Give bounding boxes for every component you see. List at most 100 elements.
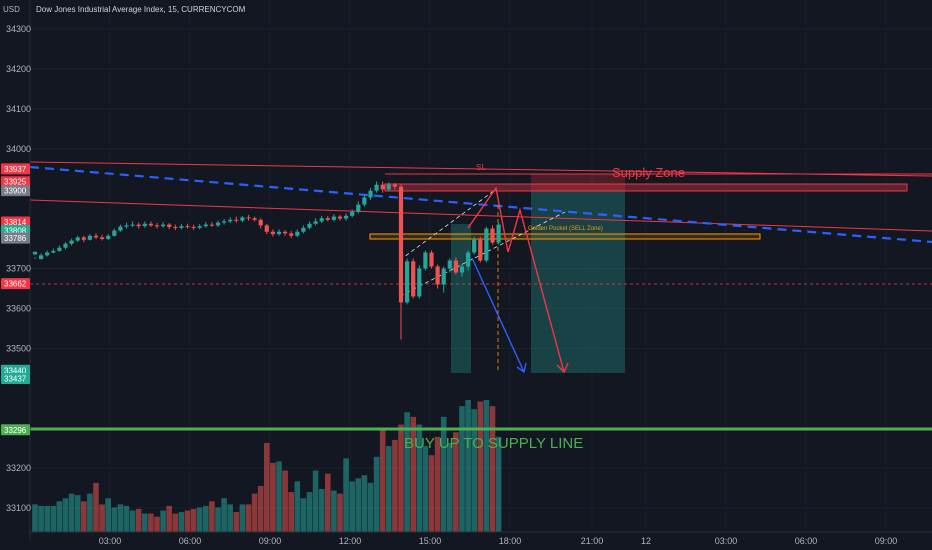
price-tag xyxy=(1,372,30,384)
volume-bar xyxy=(135,508,142,532)
projection-box-large xyxy=(531,190,625,373)
price-tag xyxy=(1,278,30,290)
candle-body xyxy=(167,224,172,227)
channel-line-lower xyxy=(399,211,566,297)
candle-body xyxy=(380,184,385,190)
volume-bar xyxy=(288,492,294,532)
x-tick-label: 21:00 xyxy=(581,536,604,546)
projection-box-large-top xyxy=(531,174,625,190)
time-axis-ticks: 03:00 06:00 09:00 12:00 15:00 18:00 21:00 12 03:… xyxy=(99,536,898,546)
price-tag-label: 33296 xyxy=(4,426,27,435)
candle-body xyxy=(215,222,221,226)
forecast-path-red xyxy=(467,186,565,373)
x-tick-label: 09:00 xyxy=(259,536,282,546)
candle-body xyxy=(45,252,50,256)
candle-body xyxy=(289,233,294,236)
price-tag-label: 33808 xyxy=(4,226,27,235)
y-tick-label: 34000 xyxy=(6,144,31,154)
candle-body xyxy=(258,219,263,226)
candle-body xyxy=(301,227,306,232)
candle-body xyxy=(496,224,501,243)
candle-body xyxy=(32,251,38,255)
candle-body xyxy=(405,261,410,303)
candle-body xyxy=(222,221,227,223)
volume-bar xyxy=(239,504,246,532)
candle-body xyxy=(203,224,208,227)
volume-bar xyxy=(422,446,429,532)
volume-bar xyxy=(117,504,124,532)
candle-body xyxy=(295,231,300,236)
candle-body xyxy=(124,225,129,227)
candle-body xyxy=(283,231,288,234)
candle-body xyxy=(264,225,269,232)
chart-title: Dow Jones Industrial Average Index, 15, … xyxy=(36,5,246,14)
candle-body xyxy=(75,237,80,241)
price-tag-label: 33814 xyxy=(4,218,27,227)
candle-body xyxy=(417,268,422,297)
candle-body xyxy=(63,243,68,248)
candle-body xyxy=(209,224,214,226)
candle-body xyxy=(344,215,349,219)
volume-bar xyxy=(233,512,240,532)
volume-bar xyxy=(178,512,185,532)
volume-bar xyxy=(99,504,105,532)
volume-bar xyxy=(355,478,362,532)
candle-body xyxy=(435,266,440,285)
candle-body xyxy=(148,223,153,226)
volume-bar xyxy=(257,485,264,532)
candle-body xyxy=(191,226,196,228)
volume-bar xyxy=(129,510,136,532)
y-tick-label: 33500 xyxy=(6,343,31,353)
price-tag-label: 33662 xyxy=(4,280,27,289)
volume-bar xyxy=(56,501,63,532)
volume-bar xyxy=(38,505,44,532)
candle-body xyxy=(319,218,324,222)
y-tick-label: 34200 xyxy=(6,64,31,74)
volume-bar xyxy=(489,406,496,532)
candle-body xyxy=(154,225,160,227)
volume-bar xyxy=(215,507,221,532)
y-tick-label: 33100 xyxy=(6,503,31,513)
candle-body xyxy=(270,231,275,235)
price-tag-label: 33786 xyxy=(4,234,27,243)
volume-bar xyxy=(440,416,447,532)
y-tick-label: 34300 xyxy=(6,24,31,34)
volume-bar xyxy=(404,412,410,532)
candle-body xyxy=(246,217,251,219)
volume-bar xyxy=(111,507,118,532)
candle-body xyxy=(228,219,233,222)
candle-body xyxy=(39,255,44,259)
candle-body xyxy=(136,224,141,227)
candle-body xyxy=(173,226,178,228)
candle-body xyxy=(368,190,373,198)
volume-bar xyxy=(276,461,282,532)
volume-bar xyxy=(32,504,38,532)
volume-bar xyxy=(465,400,471,532)
y-tick-label: 33600 xyxy=(6,303,31,313)
volume-bar xyxy=(184,510,191,532)
volume-bar xyxy=(44,505,50,532)
x-tick-label: 03:00 xyxy=(715,536,738,546)
volume-bar xyxy=(386,446,392,532)
volume-bar xyxy=(343,458,349,532)
candle-body xyxy=(307,223,312,228)
currency-label: USD xyxy=(3,5,20,14)
volume-bar xyxy=(105,498,111,532)
candle-body xyxy=(466,252,471,267)
volume-bar xyxy=(483,400,490,532)
candle-body xyxy=(484,228,489,261)
volume-bar xyxy=(410,416,416,532)
candle-body xyxy=(130,224,135,226)
volume-bar xyxy=(282,470,288,532)
volume-bar xyxy=(325,473,331,532)
volume-bar xyxy=(453,432,459,532)
blue-dashed-trendline xyxy=(29,165,932,244)
volume-bar xyxy=(196,507,203,532)
price-tag xyxy=(1,232,30,244)
forecast-arrowhead-blue xyxy=(516,362,527,374)
candle-body xyxy=(161,224,166,227)
resistance-line-upper xyxy=(29,161,932,177)
candle-body xyxy=(356,204,361,212)
volume-bar xyxy=(221,498,227,532)
